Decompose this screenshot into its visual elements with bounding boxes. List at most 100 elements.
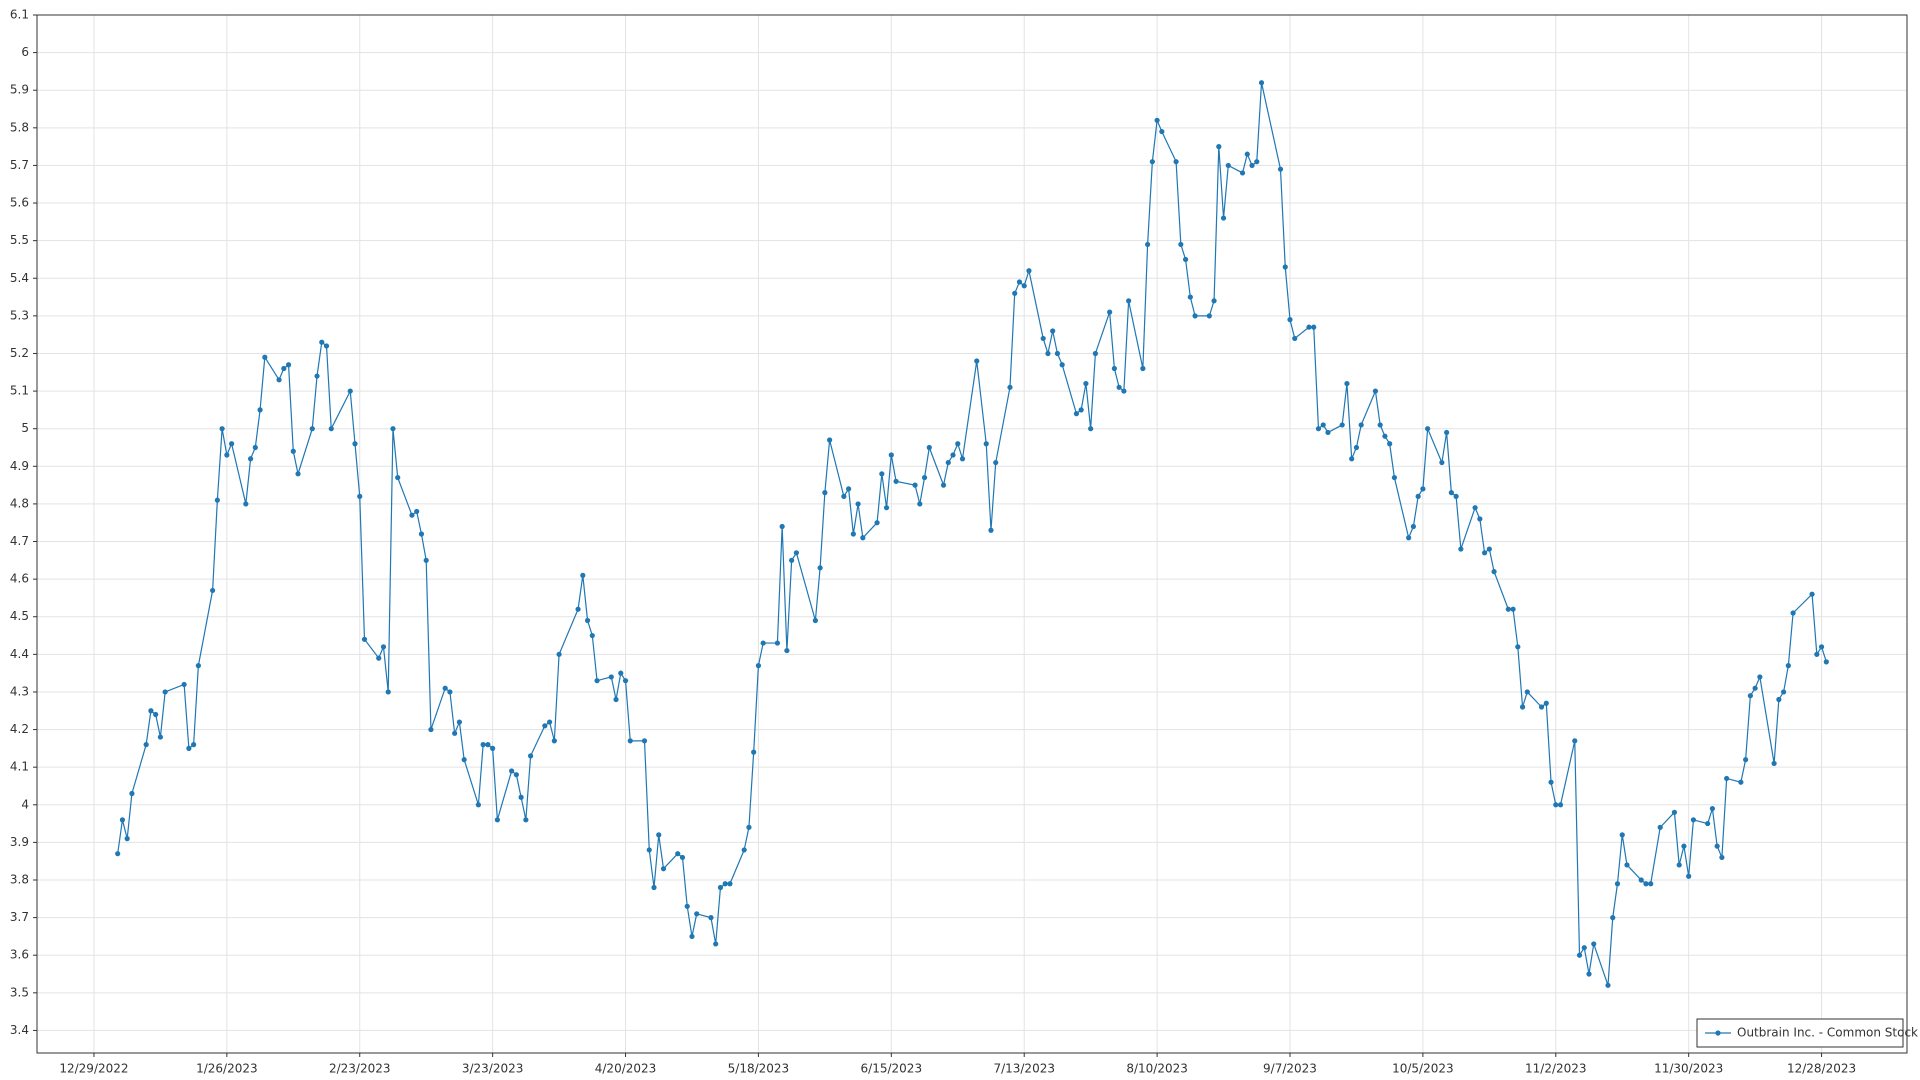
data-point bbox=[1477, 516, 1483, 522]
data-point bbox=[888, 452, 894, 458]
data-point bbox=[210, 587, 216, 594]
data-point bbox=[622, 678, 629, 684]
data-point bbox=[1292, 335, 1298, 342]
data-point bbox=[456, 719, 463, 725]
data-point bbox=[675, 851, 681, 857]
data-point bbox=[1372, 388, 1379, 394]
data-point bbox=[1116, 384, 1122, 390]
data-point bbox=[1187, 294, 1193, 300]
data-point bbox=[513, 772, 519, 778]
data-point bbox=[950, 452, 956, 458]
data-point bbox=[1178, 241, 1184, 248]
data-point bbox=[580, 572, 586, 578]
data-point bbox=[1182, 256, 1189, 263]
x-tick-label: 11/30/2023 bbox=[1654, 1062, 1723, 1076]
data-point bbox=[361, 636, 368, 642]
data-point bbox=[1624, 862, 1630, 868]
data-point bbox=[746, 824, 752, 830]
data-point bbox=[850, 531, 856, 537]
data-point bbox=[694, 911, 700, 917]
data-point bbox=[1406, 535, 1412, 541]
data-point bbox=[917, 501, 923, 507]
data-point bbox=[1425, 426, 1431, 432]
legend-box bbox=[1696, 1018, 1904, 1048]
data-point bbox=[1581, 945, 1587, 951]
y-tick-label: 4.9 bbox=[10, 459, 29, 473]
data-point bbox=[1439, 459, 1445, 466]
x-tick-label: 4/20/2023 bbox=[595, 1062, 657, 1076]
x-tick-label: 3/23/2023 bbox=[462, 1062, 524, 1076]
data-point bbox=[1211, 298, 1217, 304]
x-tick-label: 5/18/2023 bbox=[728, 1062, 790, 1076]
legend-label: Outbrain Inc. - Common Stock bbox=[1737, 1026, 1918, 1040]
data-point bbox=[1543, 700, 1549, 706]
data-point bbox=[1491, 569, 1497, 575]
data-point bbox=[1572, 738, 1578, 744]
x-tick-label: 6/15/2023 bbox=[861, 1062, 923, 1076]
y-tick-label: 4.3 bbox=[10, 684, 29, 698]
data-point bbox=[755, 663, 762, 669]
data-point bbox=[328, 426, 334, 432]
y-tick-label: 5.6 bbox=[10, 196, 29, 210]
y-tick-label: 5.1 bbox=[10, 384, 29, 398]
data-point bbox=[608, 674, 614, 680]
data-point bbox=[1315, 426, 1322, 432]
data-point bbox=[959, 456, 966, 462]
data-point bbox=[793, 550, 799, 556]
data-point bbox=[1377, 422, 1383, 428]
data-point bbox=[1107, 309, 1113, 315]
data-point bbox=[1553, 802, 1559, 808]
data-point bbox=[1586, 971, 1592, 977]
data-point bbox=[589, 632, 595, 639]
data-point bbox=[784, 647, 790, 654]
data-point bbox=[219, 426, 225, 432]
x-tick-label: 2/23/2023 bbox=[329, 1062, 391, 1076]
data-point bbox=[314, 373, 320, 379]
data-point bbox=[760, 640, 766, 646]
data-point bbox=[651, 884, 657, 891]
data-point bbox=[618, 670, 624, 676]
data-point bbox=[323, 343, 330, 349]
data-point bbox=[1752, 685, 1758, 691]
data-point bbox=[143, 742, 149, 748]
legend: Outbrain Inc. - Common Stock bbox=[1696, 1018, 1918, 1048]
data-point bbox=[1349, 456, 1355, 462]
y-tick-label: 4.5 bbox=[10, 609, 29, 623]
data-point bbox=[124, 836, 130, 842]
data-point bbox=[1619, 832, 1625, 838]
y-tick-label: 6 bbox=[21, 45, 29, 59]
y-tick-label: 4.6 bbox=[10, 572, 29, 586]
data-point bbox=[357, 493, 363, 499]
data-point bbox=[1325, 429, 1331, 436]
data-point bbox=[1078, 407, 1084, 413]
y-tick-label: 4.1 bbox=[10, 760, 29, 774]
data-point bbox=[1453, 493, 1459, 499]
data-point bbox=[1648, 881, 1654, 887]
data-point bbox=[1576, 952, 1583, 958]
data-point bbox=[817, 565, 823, 571]
y-tick-label: 5.9 bbox=[10, 83, 29, 97]
data-point bbox=[641, 738, 648, 744]
series-line bbox=[117, 82, 1827, 986]
y-tick-label: 5.7 bbox=[10, 158, 29, 172]
data-point bbox=[1145, 241, 1151, 248]
data-point bbox=[1254, 159, 1260, 165]
data-point bbox=[1050, 328, 1056, 334]
data-point bbox=[1007, 384, 1013, 390]
data-point bbox=[1344, 380, 1350, 387]
data-point bbox=[1387, 441, 1393, 447]
data-point bbox=[1690, 817, 1697, 823]
data-point bbox=[1771, 760, 1777, 767]
data-point bbox=[1088, 426, 1094, 432]
data-point bbox=[1239, 170, 1246, 176]
data-point bbox=[1192, 313, 1198, 319]
data-point bbox=[1021, 283, 1027, 289]
data-point bbox=[385, 689, 391, 695]
plot-border bbox=[36, 14, 1908, 1054]
data-point bbox=[1320, 422, 1326, 428]
data-point bbox=[494, 817, 500, 823]
data-point bbox=[1705, 820, 1711, 827]
data-point bbox=[224, 452, 230, 458]
data-point bbox=[955, 441, 961, 447]
data-point bbox=[181, 681, 187, 688]
